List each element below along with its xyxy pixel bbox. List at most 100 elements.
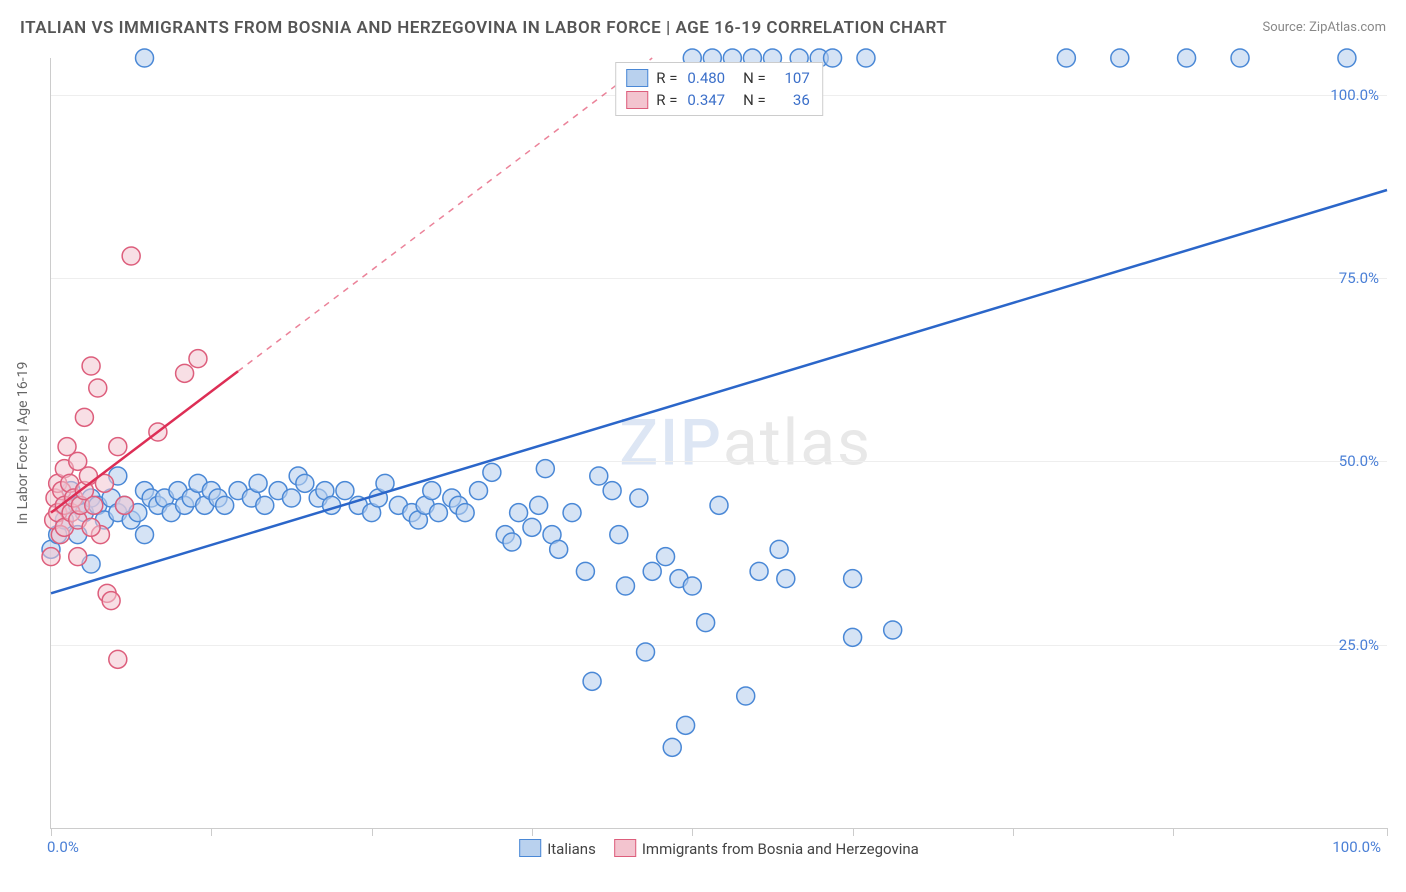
x-tick	[692, 828, 693, 836]
scatter-point-italians	[456, 504, 474, 522]
scatter-point-bosnia	[109, 650, 127, 668]
scatter-point-italians	[683, 577, 701, 595]
scatter-point-italians	[483, 463, 501, 481]
scatter-point-bosnia	[89, 379, 107, 397]
scatter-point-bosnia	[79, 467, 97, 485]
scatter-point-italians	[510, 504, 528, 522]
scatter-point-italians	[737, 687, 755, 705]
scatter-point-bosnia	[189, 350, 207, 368]
legend-swatch	[519, 839, 541, 857]
x-tick-label: 0.0%	[47, 838, 79, 856]
scatter-point-italians	[844, 570, 862, 588]
plot-area: In Labor Force | Age 16-19 ZIPatlas 25.0…	[50, 58, 1387, 829]
scatter-point-italians	[610, 526, 628, 544]
scatter-point-italians	[136, 49, 154, 67]
x-tick	[853, 828, 854, 836]
scatter-point-italians	[470, 482, 488, 500]
series-legend-item-italians: Italians	[519, 839, 596, 858]
scatter-point-italians	[576, 562, 594, 580]
legend-swatch	[626, 69, 648, 87]
scatter-point-italians	[657, 548, 675, 566]
scatter-point-italians	[710, 496, 728, 514]
legend-n-value: 36	[774, 89, 812, 111]
scatter-point-italians	[249, 474, 267, 492]
scatter-point-italians	[503, 533, 521, 551]
x-tick	[1387, 828, 1388, 836]
y-axis-title: In Labor Force | Age 16-19	[15, 362, 31, 525]
x-tick	[1013, 828, 1014, 836]
scatter-point-italians	[336, 482, 354, 500]
scatter-point-italians	[1057, 49, 1075, 67]
scatter-point-italians	[663, 738, 681, 756]
scatter-point-bosnia	[69, 548, 87, 566]
x-tick	[211, 828, 212, 836]
scatter-point-italians	[590, 467, 608, 485]
scatter-point-bosnia	[85, 496, 103, 514]
legend-n-label: N =	[743, 67, 766, 89]
scatter-point-bosnia	[102, 592, 120, 610]
scatter-point-italians	[282, 489, 300, 507]
source-attribution: Source: ZipAtlas.com	[1262, 20, 1386, 35]
scatter-point-italians	[136, 526, 154, 544]
scatter-point-italians	[530, 496, 548, 514]
series-legend-label: Italians	[547, 840, 596, 858]
legend-r-label: R =	[656, 89, 677, 111]
scatter-point-italians	[1231, 49, 1249, 67]
scatter-point-italians	[296, 474, 314, 492]
scatter-point-italians	[216, 496, 234, 514]
scatter-point-bosnia	[82, 357, 100, 375]
scatter-point-italians	[1178, 49, 1196, 67]
scatter-point-italians	[1111, 49, 1129, 67]
series-legend: Italians Immigrants from Bosnia and Herze…	[519, 839, 919, 858]
scatter-point-italians	[603, 482, 621, 500]
legend-n-value: 107	[774, 67, 812, 89]
scatter-point-italians	[1338, 49, 1356, 67]
scatter-point-italians	[857, 49, 875, 67]
scatter-point-bosnia	[82, 518, 100, 536]
scatter-point-italians	[637, 643, 655, 661]
legend-r-value: 0.480	[685, 67, 727, 89]
scatter-point-bosnia	[115, 496, 133, 514]
scatter-point-italians	[677, 716, 695, 734]
legend-row-italians: R =0.480N =107	[626, 67, 812, 89]
scatter-point-italians	[523, 518, 541, 536]
scatter-point-italians	[563, 504, 581, 522]
scatter-point-bosnia	[122, 247, 140, 265]
chart-container: ITALIAN VS IMMIGRANTS FROM BOSNIA AND HE…	[0, 0, 1406, 892]
scatter-point-italians	[256, 496, 274, 514]
scatter-point-bosnia	[75, 408, 93, 426]
trend-line-dashed-bosnia	[238, 58, 652, 371]
scatter-point-italians	[770, 540, 788, 558]
scatter-point-italians	[697, 614, 715, 632]
scatter-point-italians	[550, 540, 568, 558]
x-tick	[51, 828, 52, 836]
correlation-legend: R = 0.480 N = 107R = 0.347 N = 36	[615, 62, 823, 116]
legend-row-bosnia: R = 0.347 N = 36	[626, 89, 812, 111]
scatter-point-italians	[777, 570, 795, 588]
series-legend-item-bosnia: Immigrants from Bosnia and Herzegovina	[614, 839, 919, 858]
scatter-point-italians	[844, 628, 862, 646]
scatter-point-italians	[630, 489, 648, 507]
legend-n-label: N =	[743, 89, 766, 111]
scatter-point-italians	[750, 562, 768, 580]
chart-svg	[51, 58, 1387, 828]
scatter-point-bosnia	[176, 364, 194, 382]
x-tick-label: 100.0%	[1332, 838, 1381, 856]
scatter-point-italians	[423, 482, 441, 500]
legend-swatch	[626, 91, 648, 109]
x-tick	[1173, 828, 1174, 836]
x-tick	[532, 828, 533, 836]
scatter-point-italians	[429, 504, 447, 522]
legend-r-value: 0.347	[685, 89, 727, 111]
x-tick	[372, 828, 373, 836]
scatter-point-italians	[536, 460, 554, 478]
series-legend-label: Immigrants from Bosnia and Herzegovina	[642, 840, 919, 858]
scatter-point-bosnia	[42, 548, 60, 566]
scatter-point-italians	[616, 577, 634, 595]
scatter-point-italians	[583, 672, 601, 690]
legend-swatch	[614, 839, 636, 857]
scatter-point-italians	[884, 621, 902, 639]
scatter-point-italians	[643, 562, 661, 580]
trend-line-italians	[51, 190, 1387, 593]
scatter-point-italians	[824, 49, 842, 67]
